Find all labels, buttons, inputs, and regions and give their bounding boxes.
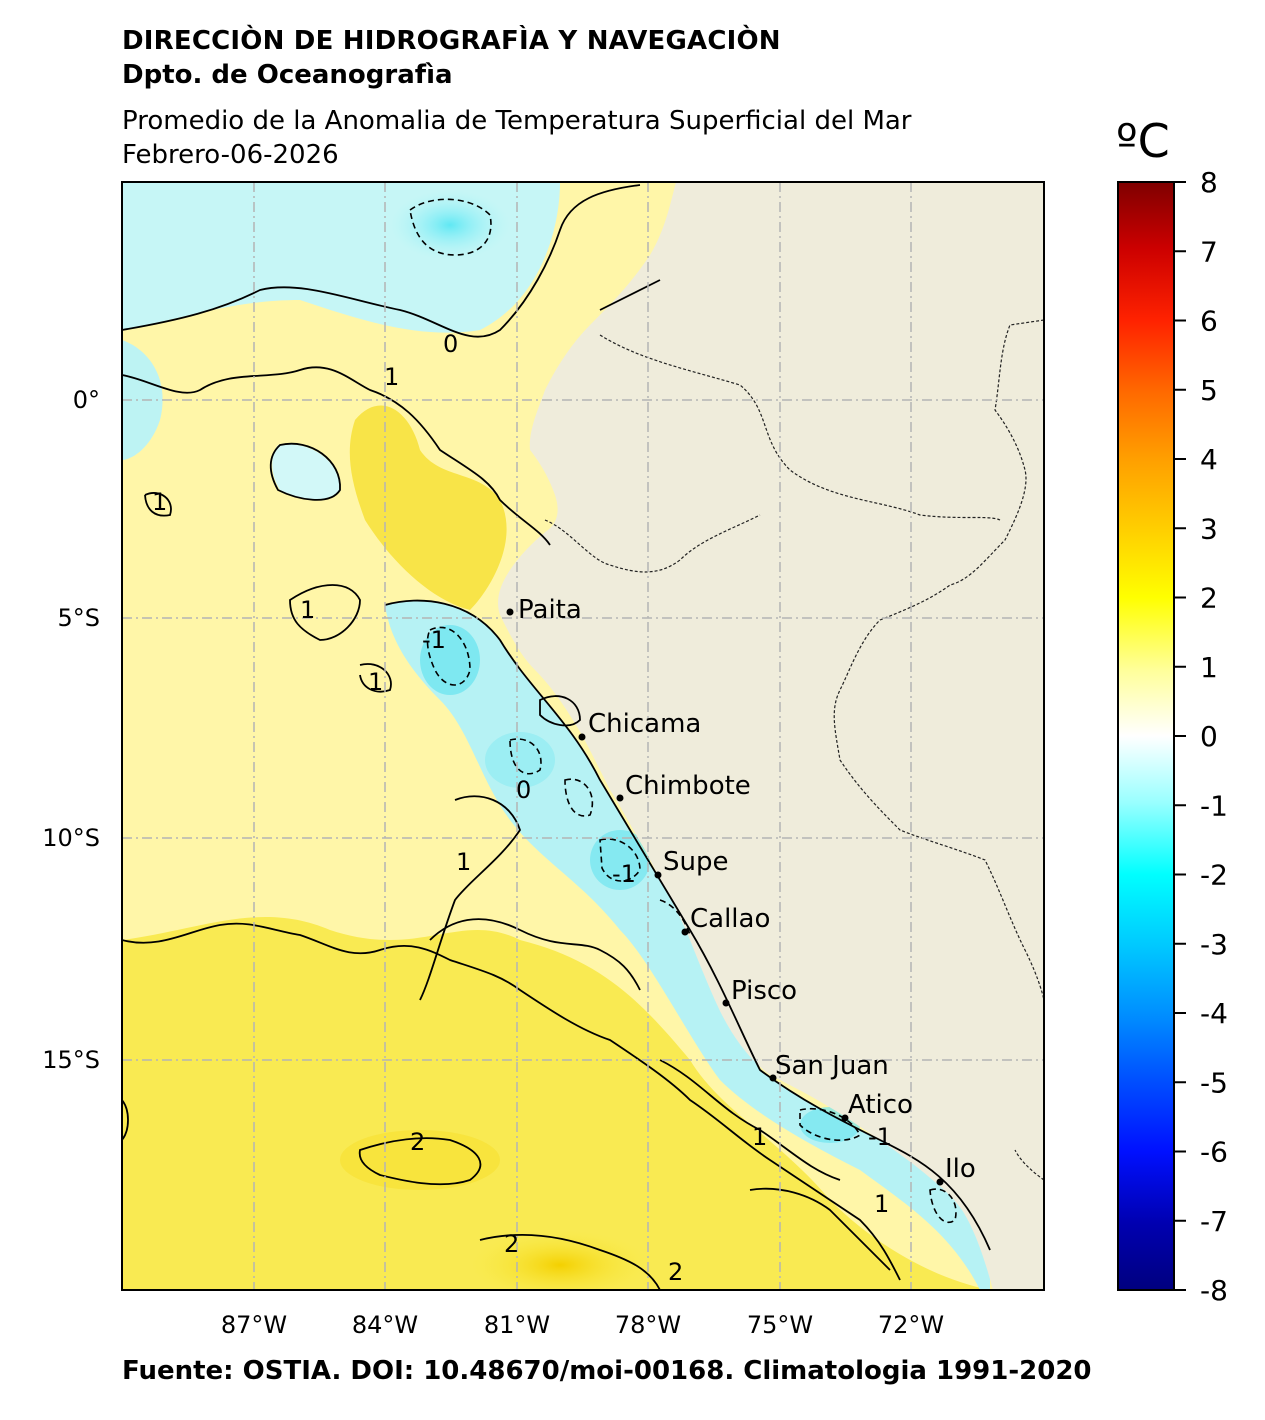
- negative-anomaly-contours: [409, 198, 957, 1224]
- colorbar: [1117, 181, 1175, 1291]
- contour-label: 2: [668, 1258, 683, 1286]
- colorbar-tick-label: -4: [1200, 997, 1228, 1030]
- agency-title: DIRECCIÒN DE HIDROGRAFÌA Y NAVEGACIÒN: [122, 26, 781, 56]
- colorbar-tick-label: 7: [1200, 235, 1218, 268]
- contour-label: -1: [612, 860, 636, 888]
- lat-label: 10°S: [42, 824, 100, 852]
- city-label-ilo: Ilo: [945, 1154, 976, 1184]
- city-marker-supe: [654, 871, 662, 879]
- contour-label: 0: [516, 776, 531, 804]
- colorbar-tick-label: 4: [1200, 443, 1218, 476]
- colorbar-tick-label: 3: [1200, 512, 1218, 545]
- contour-label: 1: [368, 668, 383, 696]
- lon-label: 78°W: [615, 1311, 681, 1339]
- colorbar-tick-label: -5: [1200, 1066, 1228, 1099]
- city-marker-pisco: [722, 999, 730, 1007]
- city-marker-chicama: [578, 733, 586, 741]
- colorbar-tick-label: -8: [1200, 1274, 1228, 1307]
- contour-label: 1: [300, 596, 315, 624]
- city-label-callao: Callao: [690, 904, 770, 934]
- city-marker-atico: [841, 1114, 849, 1122]
- lon-label: 84°W: [352, 1311, 418, 1339]
- land-mass: [498, 182, 1045, 1290]
- contour-label: 1: [456, 848, 471, 876]
- colorbar-tick-label: -3: [1200, 928, 1228, 961]
- lon-label: 72°W: [878, 1311, 944, 1339]
- contour-label: 1: [384, 363, 399, 391]
- colorbar-tick-label: 6: [1200, 305, 1218, 338]
- lon-label: 75°W: [747, 1311, 813, 1339]
- city-markers: Paita Chicama Chimbote Supe Callao Pisco…: [506, 595, 976, 1186]
- contour-label: 2: [504, 1230, 519, 1258]
- contour-label: 0: [443, 330, 458, 358]
- graticule: [122, 182, 1044, 1290]
- colorbar-tick-label: -2: [1200, 859, 1228, 892]
- product-title: Promedio de la Anomalia de Temperatura S…: [122, 106, 912, 136]
- city-label-pisco: Pisco: [731, 976, 797, 1006]
- city-label-san-juan: San Juan: [775, 1051, 889, 1081]
- city-marker-chimbote: [616, 794, 624, 802]
- contour-label: -1: [868, 1123, 892, 1151]
- city-marker-ilo: [936, 1178, 944, 1186]
- contour-label: 1: [752, 1123, 767, 1151]
- city-marker-san-juan: [769, 1074, 777, 1082]
- city-marker-callao: [681, 928, 689, 936]
- department-title: Dpto. de Oceanografìa: [122, 60, 453, 90]
- colorbar-tick-label: 5: [1200, 374, 1218, 407]
- colorbar-tick-label: 8: [1200, 166, 1218, 199]
- contour-label: 2: [410, 1128, 425, 1156]
- country-borders: [544, 319, 1045, 1181]
- date-label: Febrero-06-2026: [122, 140, 339, 170]
- contour-label: 1: [152, 488, 167, 516]
- longitude-labels: 87°W 84°W 81°W 78°W 75°W 72°W: [221, 1311, 944, 1339]
- city-marker-paita: [506, 608, 514, 616]
- colorbar-unit: ºC: [1116, 114, 1170, 168]
- lat-label: 15°S: [42, 1046, 100, 1074]
- city-label-chimbote: Chimbote: [625, 771, 751, 801]
- contour-labels: 0 -1 1 2 -1 1 0 1 1 2 2 1 -1 1 1: [152, 330, 892, 1286]
- latitude-labels: 0° 5°S 10°S 15°S: [42, 386, 100, 1074]
- city-label-paita: Paita: [518, 595, 582, 625]
- contour-label: 1: [874, 1190, 889, 1218]
- lon-label: 87°W: [221, 1311, 287, 1339]
- contour-label: -1: [422, 626, 446, 654]
- colorbar-tick-label: 2: [1200, 582, 1218, 615]
- lon-label: 81°W: [484, 1311, 550, 1339]
- anomaly-contours: [122, 184, 991, 1290]
- colorbar-tick-label: 0: [1200, 720, 1218, 753]
- lat-label: 5°S: [57, 604, 100, 632]
- colorbar-tick-label: -7: [1200, 1205, 1228, 1238]
- source-footer: Fuente: OSTIA. DOI: 10.48670/moi-00168. …: [122, 1356, 1092, 1386]
- colorbar-tick-label: 1: [1200, 651, 1218, 684]
- colorbar-ticks: 8 7 6 5 4 3 2 1 0 -1 -2 -3 -4 -5 -6 -7 -8: [1174, 166, 1228, 1307]
- map-frame: [121, 181, 1045, 1291]
- colorbar-tick-label: -1: [1200, 789, 1228, 822]
- colorbar-tick-label: -6: [1200, 1136, 1228, 1169]
- lat-label: 0°: [73, 386, 100, 414]
- city-label-supe: Supe: [663, 847, 728, 877]
- city-label-chicama: Chicama: [588, 709, 701, 739]
- city-label-atico: Atico: [848, 1090, 913, 1120]
